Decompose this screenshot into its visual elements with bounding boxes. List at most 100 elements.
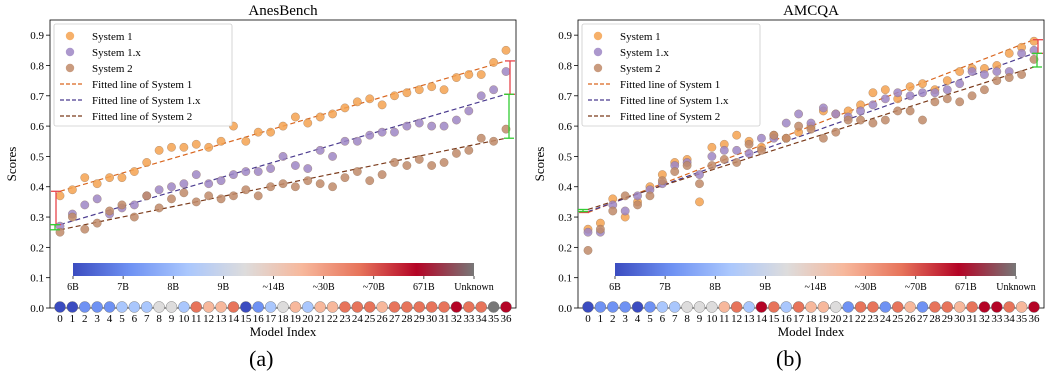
data-point	[608, 206, 618, 216]
legend-label: Fitted line of System 2	[92, 111, 192, 123]
x-tick-label: 32	[979, 313, 990, 325]
data-point	[55, 191, 65, 201]
model-index-marker	[190, 301, 202, 313]
data-point	[365, 176, 375, 186]
y-tick-label: 0.1	[558, 273, 572, 285]
x-tick-label: 32	[451, 313, 462, 325]
x-tick-label: 16	[781, 313, 793, 325]
model-index-marker	[805, 301, 817, 313]
data-point	[266, 182, 275, 192]
data-point	[732, 146, 742, 155]
x-tick-label: 9	[697, 313, 703, 325]
data-point	[893, 88, 903, 98]
x-tick-label: 30	[426, 313, 438, 325]
data-point	[794, 121, 803, 131]
data-point	[942, 85, 952, 95]
y-tick-label: 0.8	[558, 60, 572, 72]
colorbar-tick-label: ~30B	[855, 282, 877, 293]
y-tick-label: 0.2	[30, 242, 44, 254]
data-point	[390, 91, 399, 101]
data-point	[352, 97, 362, 107]
model-index-marker	[656, 301, 669, 313]
model-index-marker	[314, 301, 326, 313]
data-point	[216, 176, 226, 186]
data-point	[1004, 73, 1014, 82]
model-index-marker	[450, 301, 463, 313]
data-point	[757, 146, 766, 155]
x-tick-label: 13	[744, 313, 756, 325]
model-index-marker	[487, 301, 500, 313]
colorbar-tick-label: ~14B	[262, 282, 284, 293]
legend-label: Fitted line of System 2	[620, 111, 720, 123]
data-point	[992, 67, 1002, 76]
x-tick-label: 7	[144, 313, 150, 325]
chart-title: AMCQA	[783, 3, 839, 19]
model-index-marker	[388, 301, 401, 313]
colorbar	[73, 263, 474, 276]
data-point	[204, 142, 214, 152]
model-index-marker	[879, 301, 892, 313]
data-point	[452, 115, 461, 125]
data-point	[179, 142, 189, 152]
legend-marker	[593, 47, 603, 57]
data-point	[414, 155, 424, 164]
x-tick-label: 9	[169, 313, 175, 325]
data-point	[154, 185, 164, 195]
chart-anesbench: AnesBench 0.0 0.1 0.2 0.3 0.4 0.5 0.6 0.7 0.8 0.9 S…	[4, 3, 517, 339]
model-index-marker	[953, 301, 966, 313]
data-point	[253, 191, 263, 201]
model-index-marker	[607, 301, 619, 313]
legend-marker	[593, 31, 603, 41]
data-point	[129, 212, 139, 222]
model-index-marker	[755, 301, 768, 313]
data-point	[868, 100, 878, 110]
y-tick-label: 0.0	[30, 303, 44, 315]
data-point	[229, 191, 238, 201]
y-tick-label: 0.2	[558, 242, 572, 254]
y-tick-label: 0.4	[558, 182, 572, 194]
data-point	[303, 118, 313, 128]
data-point	[918, 115, 927, 125]
x-tick-label: 3	[622, 313, 628, 325]
data-point	[328, 182, 337, 192]
model-index-marker	[631, 301, 644, 313]
colorbar-tick-label: 9B	[218, 282, 230, 293]
y-tick-label: 0.9	[30, 30, 44, 42]
data-point	[695, 179, 704, 189]
data-point	[439, 158, 449, 167]
x-tick-label: 0	[585, 313, 591, 325]
y-tick-label: 0.5	[30, 151, 44, 163]
data-point	[967, 91, 977, 101]
legend-label: Fitted line of System 1.x	[620, 95, 729, 107]
data-point	[352, 136, 362, 146]
data-point	[596, 224, 605, 234]
data-point	[452, 73, 461, 82]
x-tick-label: 22	[855, 313, 866, 325]
data-point	[501, 124, 511, 134]
x-tick-label: 17	[793, 313, 805, 325]
data-point	[856, 106, 865, 116]
colorbar-tick-label: Unknown	[454, 282, 493, 293]
data-point	[501, 67, 511, 76]
x-tick-label: 29	[414, 313, 426, 325]
model-index-marker	[376, 301, 388, 313]
data-point	[856, 115, 865, 125]
data-point	[620, 206, 630, 216]
legend-marker	[65, 31, 75, 41]
model-index-marker	[66, 301, 79, 313]
colorbar-tick-label: 7B	[117, 282, 129, 293]
data-point	[266, 164, 275, 173]
data-point	[633, 191, 642, 201]
data-point	[831, 109, 841, 119]
data-point	[129, 167, 139, 176]
data-point	[1017, 70, 1026, 79]
model-index-marker	[730, 301, 743, 313]
x-tick-label: 13	[216, 313, 228, 325]
data-point	[191, 139, 201, 149]
data-point	[340, 173, 350, 182]
y-tick-label: 0.0	[558, 303, 572, 315]
data-point	[1029, 36, 1039, 46]
y-tick-label: 0.8	[30, 60, 44, 72]
data-point	[880, 85, 890, 95]
